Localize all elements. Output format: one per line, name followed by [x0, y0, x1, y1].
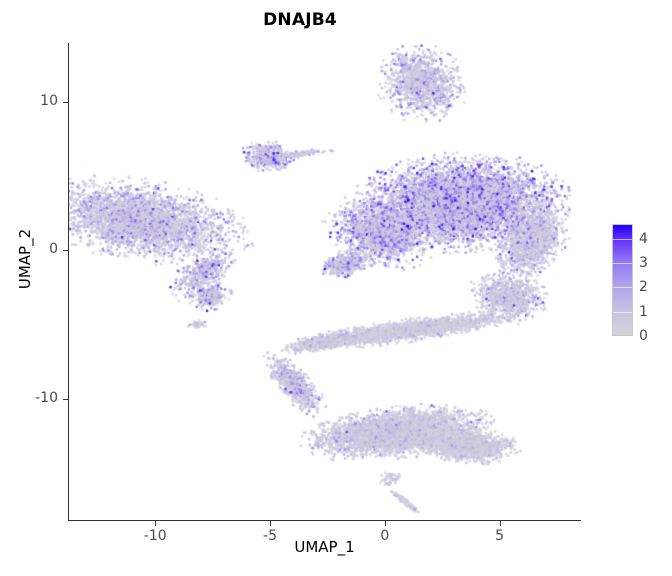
y-tick-mark [63, 398, 68, 400]
scatter-points-layer [68, 43, 580, 520]
x-tick-label: -5 [263, 528, 278, 544]
colorbar-tick-mark [613, 311, 632, 313]
colorbar-tick-mark [613, 238, 632, 240]
y-axis-line [68, 43, 69, 521]
colorbar-tick-mark [613, 336, 632, 337]
colorbar-legend: 4 3 2 1 0 [612, 224, 670, 343]
scatter-plot-area [68, 43, 580, 520]
y-tick-mark [63, 102, 68, 104]
x-tick-mark [384, 521, 386, 526]
x-axis-label: UMAP_1 [294, 538, 355, 556]
colorbar-tick-label: 1 [639, 303, 648, 320]
colorbar-tick-label: 0 [639, 328, 648, 344]
y-axis-label: UMAP_2 [16, 228, 34, 290]
colorbar-tick-mark [613, 287, 632, 289]
colorbar-tick-label: 4 [639, 230, 648, 247]
y-tick-mark [63, 250, 68, 252]
x-tick-label: 0 [380, 528, 390, 544]
colorbar-gradient [612, 224, 633, 336]
y-tick-label: 0 [49, 241, 58, 258]
x-tick-mark [270, 521, 272, 526]
colorbar-tick-label: 3 [639, 254, 648, 271]
page-title: DNAJB4 [263, 10, 337, 30]
y-tick-label: 10 [40, 93, 58, 110]
x-tick-mark [155, 521, 157, 526]
colorbar-tick-label: 2 [639, 279, 648, 296]
colorbar-tick-mark [613, 262, 632, 264]
x-axis-line [68, 520, 581, 521]
x-tick-label: -10 [143, 528, 167, 544]
x-tick-label: 5 [495, 528, 505, 544]
y-tick-label: -10 [35, 389, 58, 406]
x-tick-mark [499, 521, 501, 526]
